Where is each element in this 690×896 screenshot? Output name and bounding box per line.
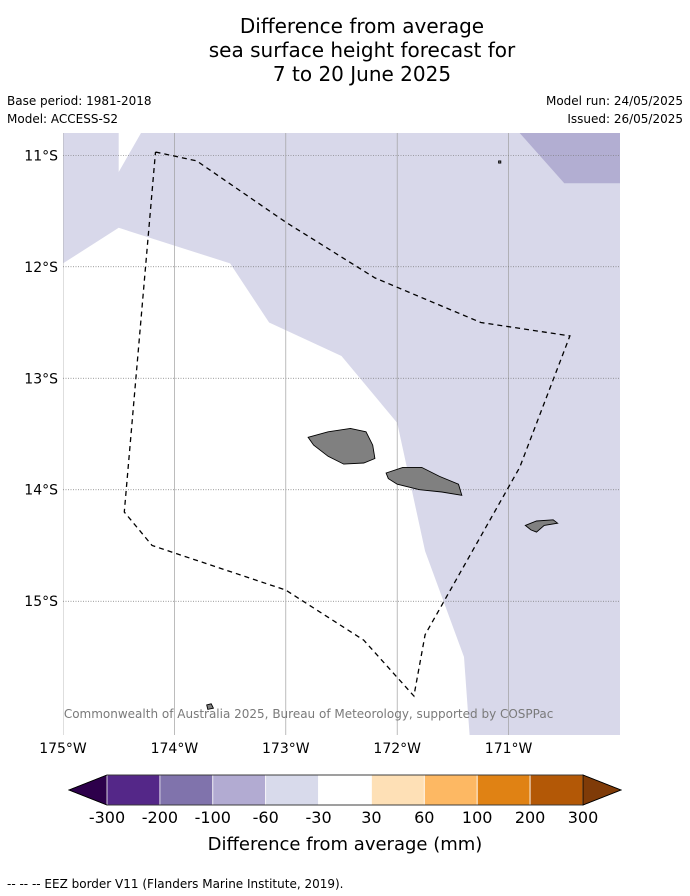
islands <box>206 160 559 710</box>
lat-label: 14°S <box>24 483 58 499</box>
colorbar-bin <box>318 774 372 806</box>
title-line-3: 7 to 20 June 2025 <box>272 62 452 86</box>
colorbar-tick-label: 30 <box>361 808 381 827</box>
map-title: Difference from average sea surface heig… <box>0 14 690 86</box>
colorbar-outline <box>67 774 623 806</box>
model-name: Model: ACCESS-S2 <box>7 112 119 126</box>
colorbar-bin <box>265 774 319 806</box>
lat-label: 13°S <box>24 371 58 387</box>
colorbar-tick-label: -100 <box>195 808 231 827</box>
colorbar-tick-label: -200 <box>142 808 178 827</box>
colorbar-tick-label: 100 <box>462 808 493 827</box>
issued-date: Issued: 26/05/2025 <box>567 112 683 126</box>
colorbar-bin <box>212 774 267 806</box>
colorbar-tick-label: 60 <box>414 808 434 827</box>
island-upolu <box>385 466 463 496</box>
colorbar-tick-label: 300 <box>568 808 599 827</box>
title-line-2: sea surface height forecast for <box>208 38 516 62</box>
island-savaii <box>307 427 376 465</box>
colorbar-tick-label: -300 <box>89 808 125 827</box>
colorbar-tick-label: -30 <box>306 808 332 827</box>
lat-label: 12°S <box>24 260 58 276</box>
longitude-labels: 175°W 174°W 173°W 172°W 171°W <box>39 741 532 757</box>
colorbar-tick-label: -60 <box>253 808 279 827</box>
anomaly-zone-0 <box>63 133 620 735</box>
lat-label: 15°S <box>24 594 58 610</box>
island-swains <box>498 160 502 164</box>
map-panel: © Commonwealth of Australia 2025, Bureau… <box>48 133 620 735</box>
colorbar-tick-label: 200 <box>515 808 546 827</box>
colorbar-bin <box>371 774 425 806</box>
model-run: Model run: 24/05/2025 <box>545 94 683 108</box>
eez-border <box>123 151 571 698</box>
copyright-text: © Commonwealth of Australia 2025, Bureau… <box>48 707 553 721</box>
lon-label: 175°W <box>39 741 87 757</box>
lat-label: 11°S <box>24 148 58 164</box>
colorbar-bin <box>423 774 478 806</box>
colorbar-bin <box>529 774 584 806</box>
title-line-1: Difference from average <box>239 14 485 38</box>
colorbar-title: Difference from average (mm) <box>208 834 483 855</box>
lon-label: 174°W <box>151 741 199 757</box>
anomaly-zone-1 <box>519 133 620 184</box>
gridlines <box>63 133 620 735</box>
colorbar-bin <box>476 774 531 806</box>
base-period: Base period: 1981-2018 <box>7 94 152 108</box>
lon-label: 171°W <box>485 741 533 757</box>
anomaly-zones <box>63 133 620 735</box>
colorbar: -300 -200 -100 -60 -30 30 60 100 200 300 <box>67 774 623 827</box>
island-tutuila <box>524 519 559 533</box>
colorbar-min-extend <box>67 774 108 806</box>
eez-legend-note: -- -- -- EEZ border V11 (Flanders Marine… <box>7 877 344 891</box>
island-niuafoou <box>206 703 215 710</box>
lon-label: 172°W <box>373 741 421 757</box>
colorbar-max-extend <box>582 774 623 806</box>
lon-label: 173°W <box>262 741 310 757</box>
colorbar-bin <box>159 774 214 806</box>
colorbar-bin <box>106 774 161 806</box>
latitude-labels: 11°S 12°S 13°S 14°S 15°S <box>24 148 58 610</box>
